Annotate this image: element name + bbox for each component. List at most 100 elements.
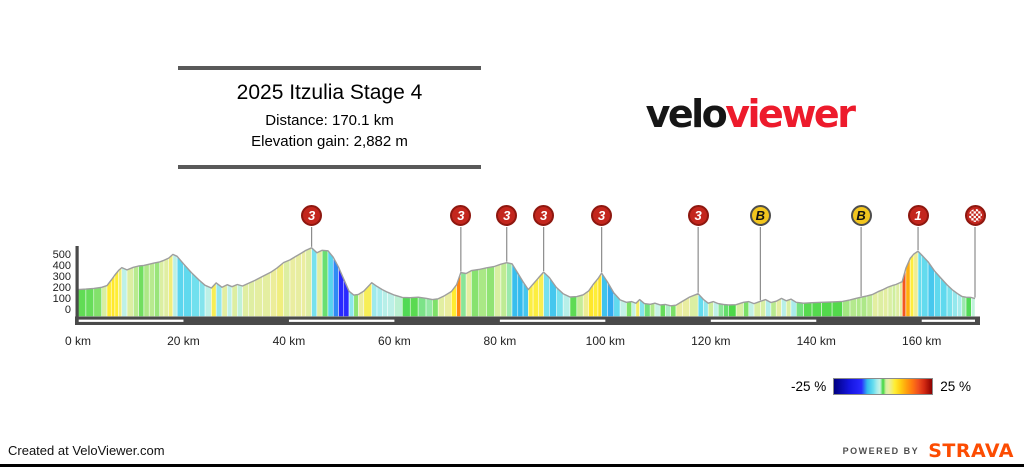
stage-title: 2025 Itzulia Stage 4 xyxy=(236,81,423,104)
gradient-band xyxy=(707,301,714,317)
gradient-band xyxy=(382,289,388,317)
gradient-band xyxy=(872,291,879,317)
gradient-band xyxy=(887,285,893,317)
gradient-band xyxy=(204,284,212,317)
gradient-band xyxy=(305,247,312,317)
y-tick-label: 500 xyxy=(52,248,71,261)
y-tick-label: 400 xyxy=(52,259,71,272)
scale-bar-white-segment xyxy=(288,319,395,322)
gradient-band xyxy=(543,271,550,317)
badge-label: 3 xyxy=(457,208,465,223)
gradient-band xyxy=(353,294,359,317)
category-3-badge: 3 xyxy=(450,205,472,226)
y-tick-label: 0 xyxy=(64,303,71,316)
gradient-band xyxy=(321,249,329,317)
gradient-band xyxy=(957,293,963,317)
gradient-band xyxy=(159,259,165,317)
title-rule-top xyxy=(178,66,481,70)
gradient-band xyxy=(371,282,378,317)
title-rule-bottom xyxy=(178,165,481,169)
gradient-band xyxy=(760,299,766,317)
gradient-band xyxy=(402,297,411,317)
gradient-band xyxy=(460,272,467,317)
gradient-band xyxy=(465,270,472,317)
gradient-band xyxy=(376,285,383,317)
gradient-band xyxy=(723,304,729,317)
gradient-band xyxy=(77,288,87,317)
gradient-band xyxy=(121,267,128,317)
x-tick-label: 100 km xyxy=(585,334,625,348)
finish-badge xyxy=(964,205,986,226)
gradient-band xyxy=(576,294,584,317)
gradient-band xyxy=(248,280,255,317)
bonus-sprint-badge: B xyxy=(850,205,872,226)
gradient-band xyxy=(148,262,155,317)
gradient-band xyxy=(358,290,365,317)
gradient-band xyxy=(856,296,862,317)
gradient-band xyxy=(569,296,578,317)
gradient-band xyxy=(965,296,972,317)
gradient-band xyxy=(283,259,291,317)
gradient-band xyxy=(909,253,915,317)
gradient-band xyxy=(118,267,123,317)
category-3-badge: 3 xyxy=(533,205,555,226)
gradient-legend-min-label: -25 % xyxy=(791,379,827,394)
gradient-band xyxy=(215,282,223,317)
gradient-band xyxy=(895,282,900,317)
gradient-legend-max-label: 25 % xyxy=(940,379,972,394)
gradient-band xyxy=(831,301,843,317)
gradient-band xyxy=(961,296,967,317)
stage-elevation-gain: Elevation gain: 2,882 m xyxy=(251,133,408,150)
gradient-band xyxy=(138,265,145,317)
gradient-band xyxy=(478,267,487,317)
gradient-legend: -25 % 25 % xyxy=(791,378,971,395)
y-tick-label: 200 xyxy=(52,281,71,294)
scale-bar-white-segment xyxy=(921,319,975,322)
gradient-band xyxy=(728,304,737,317)
gradient-band xyxy=(242,282,249,317)
veloviewer-logo-viewer: viewer xyxy=(725,92,856,136)
gradient-band xyxy=(670,304,677,317)
gradient-band xyxy=(176,255,184,317)
gradient-band xyxy=(133,265,139,317)
gradient-band xyxy=(877,289,884,317)
gradient-band xyxy=(659,304,666,317)
gradient-legend-bar xyxy=(833,378,934,395)
gradient-band xyxy=(295,252,302,317)
badge-label: B xyxy=(856,208,866,223)
x-tick-label: 160 km xyxy=(902,334,942,348)
gradient-band xyxy=(849,298,857,317)
gradient-band xyxy=(199,279,206,317)
gradient-band xyxy=(311,247,318,317)
gradient-band xyxy=(913,250,919,317)
gradient-band xyxy=(556,286,564,317)
gradient-band xyxy=(917,250,922,317)
gradient-band xyxy=(101,285,108,317)
gradient-band xyxy=(860,295,868,317)
scale-bar-white-segment xyxy=(499,319,606,322)
badge-label: 3 xyxy=(694,208,702,223)
gradient-band xyxy=(126,266,134,317)
gradient-band xyxy=(522,281,529,317)
gradient-band xyxy=(425,298,433,317)
gradient-band xyxy=(270,267,278,317)
gradient-band xyxy=(254,276,263,317)
gradient-band xyxy=(538,271,544,317)
badge-label: 3 xyxy=(307,208,316,223)
bonus-sprint-badge: B xyxy=(749,205,771,226)
gradient-band xyxy=(172,254,178,317)
powered-by-strava: POWERED BY STRAVA xyxy=(843,440,1014,462)
x-tick-label: 80 km xyxy=(483,334,517,348)
gradient-band xyxy=(866,294,873,317)
gradient-band xyxy=(110,274,116,317)
gradient-band xyxy=(803,302,813,317)
gradient-band xyxy=(143,263,150,317)
badge-label: B xyxy=(755,208,766,223)
badge-label: 3 xyxy=(503,208,511,223)
gradient-band xyxy=(85,288,95,317)
scale-bar-white-segment xyxy=(78,319,184,322)
x-tick-label: 40 km xyxy=(272,334,306,348)
profile-outline xyxy=(77,247,976,307)
gradient-band xyxy=(631,301,637,317)
gradient-band xyxy=(743,301,750,317)
